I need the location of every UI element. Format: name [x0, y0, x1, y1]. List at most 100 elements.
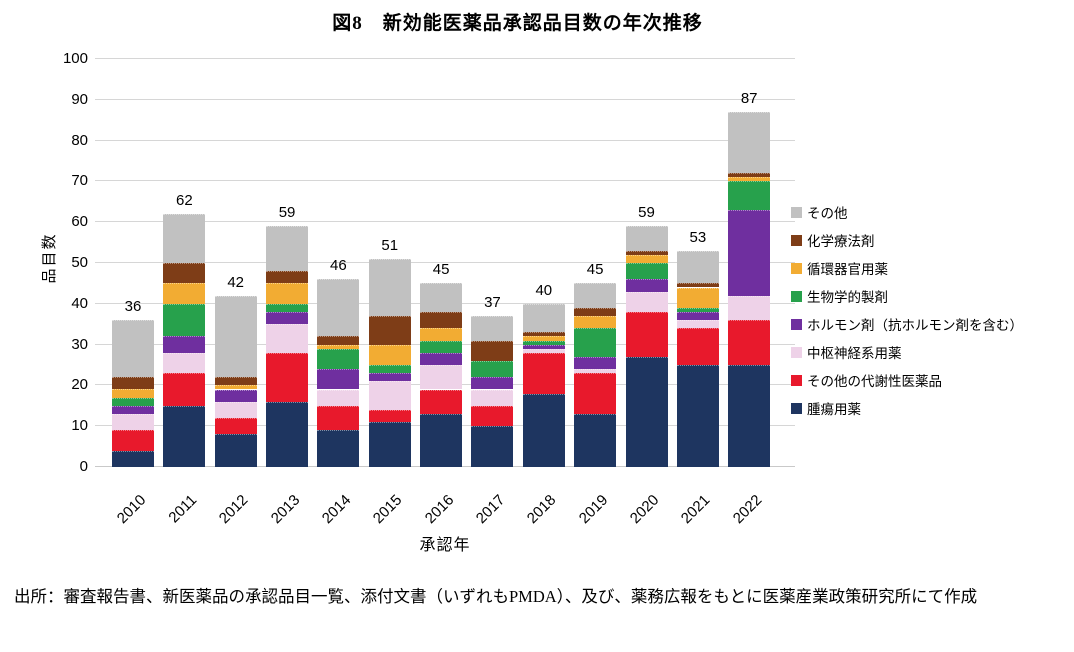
- bar-segment: [676, 283, 719, 288]
- x-tick-label: 2017: [472, 491, 509, 528]
- bar-segment: [266, 324, 309, 353]
- bar-segment: [625, 356, 668, 467]
- bar-segment: [163, 303, 206, 337]
- bar-segment: [574, 316, 617, 329]
- legend-swatch-icon: [791, 318, 802, 330]
- bar-2017: [471, 59, 514, 467]
- gridline: [95, 180, 795, 182]
- bar-segment: [471, 426, 514, 467]
- bar-segment: [112, 405, 154, 414]
- legend-item: 生物学的製剤: [791, 282, 1023, 310]
- bar-2020: [625, 59, 668, 467]
- x-tick-label: 2010: [113, 491, 150, 528]
- x-tick-label: 2011: [165, 491, 201, 527]
- bar-total-label: 45: [432, 261, 450, 279]
- source-label: 出所：: [14, 587, 64, 606]
- bar-segment: [112, 450, 154, 467]
- bar-segment: [471, 405, 514, 427]
- bar-segment: [368, 373, 411, 382]
- bar-segment: [676, 328, 719, 365]
- x-tick-label: 2016: [421, 491, 458, 528]
- bar-segment: [676, 250, 719, 284]
- bar-segment: [522, 303, 565, 333]
- y-tick-label: 60: [71, 213, 88, 231]
- x-tick-label: 2020: [626, 491, 663, 528]
- bar-segment: [625, 263, 668, 280]
- bar-segment: [728, 209, 771, 296]
- bar-segment: [317, 369, 360, 390]
- bar-segment: [676, 320, 719, 329]
- bar-segment: [266, 401, 309, 467]
- legend-swatch-icon: [791, 374, 802, 386]
- bar-total-label: 53: [689, 228, 707, 246]
- bar-segment: [471, 389, 514, 406]
- legend-label: その他: [807, 206, 848, 221]
- bar-segment: [574, 307, 617, 317]
- x-tick-label: 2021: [678, 491, 714, 528]
- bar-segment: [574, 413, 617, 467]
- bar-segment: [420, 283, 463, 312]
- bar-2011: [163, 59, 206, 467]
- legend-item: ホルモン剤（抗ホルモン剤を含む）: [791, 310, 1023, 338]
- source-text: 審査報告書、新医薬品の承認品目一覧、添付文書（いずれもPMDA）、及び、薬務広報…: [63, 587, 978, 606]
- legend-swatch-icon: [791, 206, 802, 218]
- gridline: [95, 221, 795, 223]
- bar-segment: [266, 283, 309, 304]
- x-tick-label: 2013: [267, 491, 304, 528]
- bar-segment: [317, 389, 360, 406]
- bar-2018: [522, 59, 565, 467]
- bar-segment: [728, 365, 771, 467]
- bar-segment: [522, 332, 565, 337]
- bar-segment: [163, 373, 206, 406]
- bar-total-label: 36: [124, 298, 142, 316]
- bar-segment: [420, 413, 463, 467]
- bar-total-label: 59: [638, 204, 655, 222]
- source-note: 出所： 審査報告書、新医薬品の承認品目一覧、添付文書（いずれもPMDA）、及び、…: [14, 584, 1066, 610]
- bar-total-label: 46: [330, 257, 347, 275]
- bar-segment: [317, 430, 360, 467]
- bar-segment: [368, 316, 411, 345]
- bar-segment: [676, 365, 719, 467]
- bar-segment: [368, 344, 411, 365]
- legend-swatch-icon: [791, 262, 802, 274]
- bar-2015: [368, 59, 411, 467]
- bar-segment: [266, 303, 309, 312]
- bar-segment: [522, 393, 565, 467]
- legend-label: 生物学的製剤: [807, 290, 888, 305]
- y-tick-label: 10: [71, 417, 88, 435]
- bar-total-label: 45: [586, 261, 604, 279]
- bar-segment: [420, 365, 463, 390]
- y-tick-label: 80: [71, 131, 88, 149]
- x-tick-label: 2022: [729, 491, 766, 528]
- chart-title: 図8 新効能医薬品承認品目数の年次推移: [332, 13, 703, 34]
- bar-2016: [420, 59, 463, 467]
- bar-segment: [214, 401, 257, 419]
- bar-segment: [420, 389, 463, 414]
- y-tick-label: 40: [71, 294, 88, 312]
- bar-segment: [728, 181, 771, 210]
- bar-segment: [574, 328, 617, 357]
- bar-segment: [676, 311, 719, 321]
- bar-segment: [574, 356, 617, 370]
- bar-segment: [368, 422, 411, 467]
- y-tick-label: 100: [62, 50, 88, 67]
- bar-2012: [214, 59, 257, 467]
- bar-segment: [420, 311, 463, 329]
- bar-segment: [112, 377, 154, 390]
- bar-segment: [625, 254, 668, 263]
- legend-swatch-icon: [791, 402, 802, 414]
- bar-segment: [728, 320, 771, 365]
- legend-swatch-icon: [791, 290, 802, 302]
- bar-total-label: 40: [535, 281, 553, 299]
- bar-segment: [163, 214, 206, 263]
- gridline: [95, 262, 795, 263]
- bar-segment: [266, 311, 309, 325]
- bar-segment: [522, 336, 565, 341]
- bar-segment: [625, 250, 668, 255]
- x-tick-label: 2015: [370, 491, 406, 528]
- bar-segment: [112, 397, 154, 406]
- bar-2014: [317, 59, 360, 467]
- bar-segment: [625, 291, 668, 312]
- bar-segment: [574, 283, 617, 308]
- bar-segment: [676, 307, 719, 312]
